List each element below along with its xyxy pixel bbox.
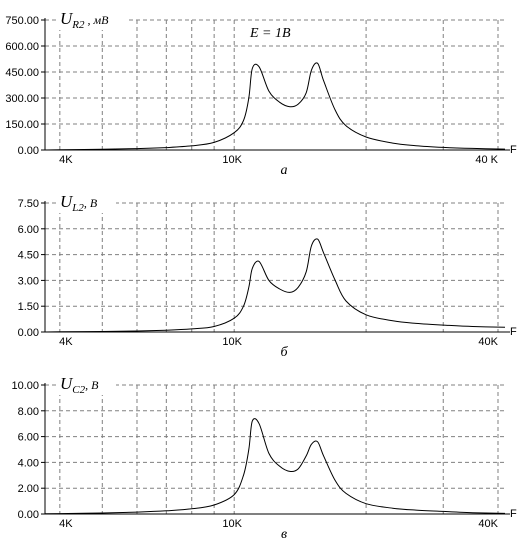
y-tick-label: 1.50 (18, 301, 39, 313)
x-tick-label: 10K (222, 518, 242, 530)
chart-panel-3: 0.00 2.00 4.00 6.00 8.00 10.00 4K 10K 40K F UC2, В… (11, 373, 517, 539)
series-line (44, 238, 506, 333)
panel-caption: в (281, 527, 287, 539)
series-line (44, 418, 506, 515)
panel-caption: б (280, 345, 288, 360)
x-axis-label: F (510, 326, 517, 338)
y-tick-label: 600.00 (5, 41, 39, 53)
panel-caption: а (281, 163, 288, 178)
chart-panel-1: 0.00 150.00 300.00 450.00 600.00 750.00 4K 10K 4… (5, 8, 517, 178)
y-axis-label: UC2, В (60, 374, 99, 396)
x-tick-label: 40 K (475, 154, 498, 166)
y-tick-label: 0.00 (18, 509, 39, 521)
x-tick-label: 4K (59, 336, 73, 348)
y-axis-label: UR2 , мВ (60, 9, 109, 31)
x-tick-label: 4K (59, 154, 73, 166)
y-axis-label-bg (58, 8, 128, 30)
y-tick-label: 2.00 (18, 483, 39, 495)
x-tick-label: 40K (478, 518, 498, 530)
y-tick-label: 6.00 (18, 224, 39, 236)
x-tick-label: 40K (478, 336, 498, 348)
y-tick-label: 150.00 (5, 119, 39, 131)
y-tick-label: 6.00 (18, 432, 39, 444)
x-tick-label: 10K (222, 336, 242, 348)
series-line (44, 62, 506, 151)
y-tick-label: 0.00 (18, 145, 39, 157)
y-axis-label-bg (58, 191, 116, 213)
chart-annotation: E = 1В (249, 26, 291, 41)
y-tick-label: 8.00 (18, 406, 39, 418)
chart-panel-2: 0.00 1.50 3.00 4.50 6.00 7.50 4K 10K 40K F UL2, В б (18, 191, 517, 360)
x-tick-label: 10K (222, 154, 242, 166)
y-tick-label: 7.50 (18, 198, 39, 210)
y-axis-label-bg (58, 373, 116, 395)
y-tick-label: 300.00 (5, 93, 39, 105)
y-axis-label: UL2, В (60, 192, 98, 214)
x-axis-label: F (510, 508, 517, 520)
y-tick-label: 4.00 (18, 457, 39, 469)
x-tick-label: 4K (59, 518, 73, 530)
y-tick-label: 0.00 (18, 327, 39, 339)
y-tick-label: 4.50 (18, 250, 39, 262)
y-tick-label: 10.00 (11, 380, 39, 392)
x-axis-label: F (510, 144, 517, 156)
y-tick-label: 450.00 (5, 67, 39, 79)
y-tick-label: 3.00 (18, 275, 39, 287)
y-tick-label: 750.00 (5, 15, 39, 27)
